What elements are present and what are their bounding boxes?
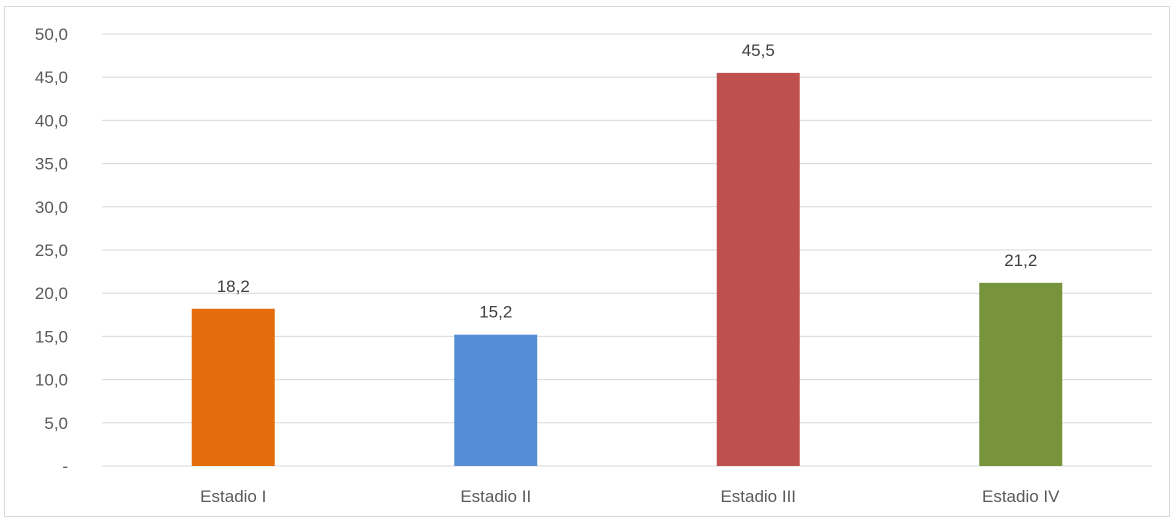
bar-0 <box>191 308 275 466</box>
bar-value-label: 18,2 <box>217 277 250 296</box>
bar-value-label: 21,2 <box>1004 251 1037 270</box>
x-tick-label: Estadio I <box>200 487 266 506</box>
y-tick-label: 25,0 <box>35 241 68 260</box>
bar-value-label: 45,5 <box>742 41 775 60</box>
y-tick-label: 30,0 <box>35 198 68 217</box>
x-tick-label: Estadio III <box>720 487 796 506</box>
bars <box>191 72 1063 466</box>
data-labels: 18,2 15,2 45,5 21,2 <box>217 41 1038 322</box>
y-tick-label: 50,0 <box>35 25 68 44</box>
y-tick-label: 40,0 <box>35 111 68 130</box>
y-tick-label: 35,0 <box>35 155 68 174</box>
y-tick-label: 5,0 <box>44 414 68 433</box>
y-tick-label: 10,0 <box>35 371 68 390</box>
y-axis-ticks: - 5,0 10,0 15,0 20,0 25,0 30,0 35,0 40,0 45,0 50,0 <box>35 25 68 476</box>
y-tick-label: 20,0 <box>35 284 68 303</box>
y-tick-label: - <box>62 457 68 476</box>
x-tick-label: Estadio II <box>460 487 531 506</box>
bar-value-label: 15,2 <box>479 303 512 322</box>
y-tick-label: 15,0 <box>35 327 68 346</box>
x-axis-ticks: Estadio I Estadio II Estadio III Estadio IV <box>200 487 1060 506</box>
grid-layer <box>102 33 1152 467</box>
bar-2 <box>716 72 800 466</box>
bar-3 <box>979 282 1063 466</box>
x-tick-label: Estadio IV <box>982 487 1060 506</box>
bar-1 <box>454 334 538 466</box>
y-tick-label: 45,0 <box>35 68 68 87</box>
